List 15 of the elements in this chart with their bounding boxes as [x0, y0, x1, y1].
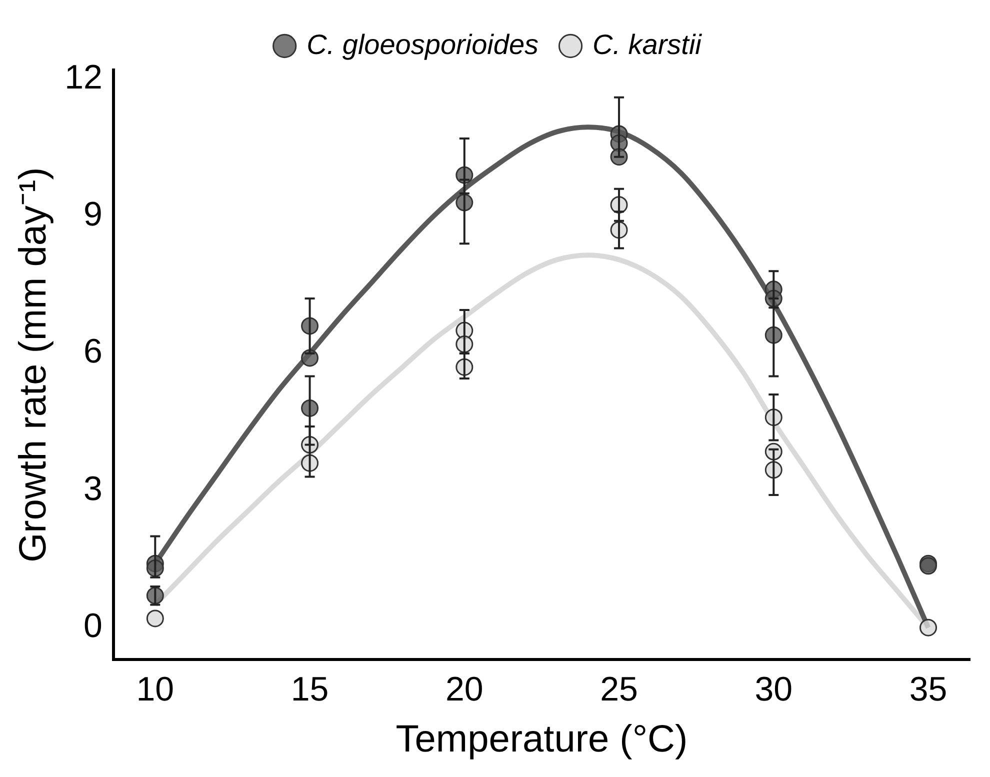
x-axis-title: Temperature (°C): [396, 718, 688, 761]
y-tick-label: 3: [83, 470, 102, 508]
legend-label: C. karstii: [592, 28, 702, 60]
legend-label: C. gloeosporioides: [306, 28, 539, 60]
x-tick-label: 15: [290, 670, 329, 708]
x-tick-label: 35: [909, 670, 948, 708]
x-tick-label: 25: [600, 670, 638, 708]
y-tick-label: 0: [83, 606, 102, 645]
y-tick-label: 6: [83, 332, 102, 371]
y-tick-label: 9: [83, 196, 102, 234]
y-axis-title: Growth rate (mm day⁻¹): [12, 167, 54, 562]
x-tick-label: 30: [754, 670, 793, 708]
x-tick-label: 10: [136, 670, 174, 708]
x-tick-label: 20: [445, 670, 484, 708]
y-tick-label: 12: [64, 58, 102, 97]
